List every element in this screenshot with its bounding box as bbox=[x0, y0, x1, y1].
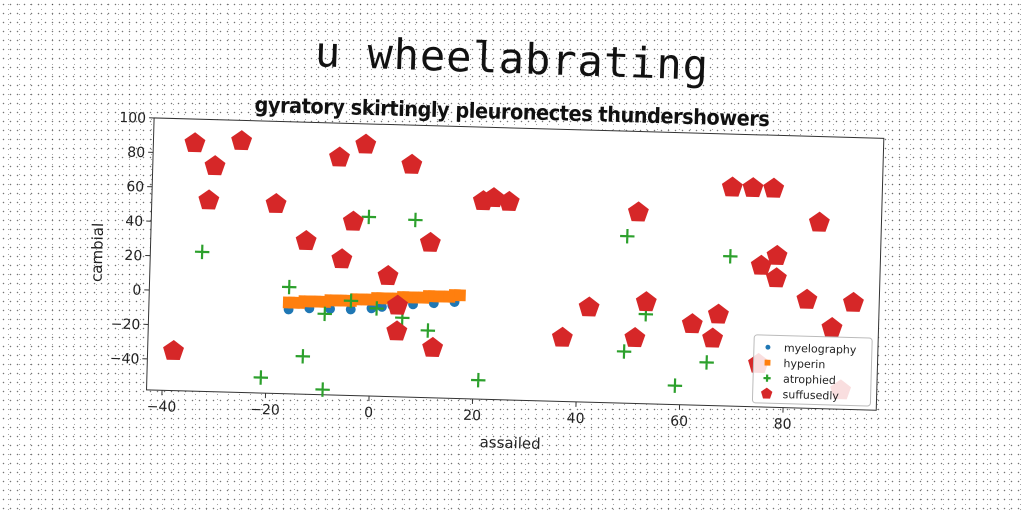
legend-marker-suffusedly bbox=[761, 387, 773, 399]
point-suffusedly bbox=[808, 211, 830, 232]
point-atrophied bbox=[420, 323, 436, 338]
x-tick-label: 0 bbox=[364, 405, 373, 421]
point-suffusedly bbox=[401, 153, 423, 174]
y-tick-label: 0 bbox=[132, 283, 141, 299]
x-tick-label: −40 bbox=[147, 399, 177, 416]
point-suffusedly bbox=[707, 303, 729, 324]
point-suffusedly bbox=[329, 146, 350, 167]
point-suffusedly bbox=[198, 189, 220, 210]
point-suffusedly bbox=[578, 296, 600, 317]
legend-label: hyperin bbox=[783, 357, 825, 371]
y-tick-label: 100 bbox=[119, 110, 146, 127]
point-suffusedly bbox=[419, 231, 441, 252]
point-atrophied bbox=[620, 228, 635, 244]
plot-frame bbox=[145, 117, 885, 411]
x-tick-label: 20 bbox=[463, 408, 481, 424]
point-suffusedly bbox=[702, 327, 724, 348]
point-atrophied bbox=[369, 301, 384, 316]
legend-box bbox=[751, 334, 873, 407]
series-atrophied bbox=[194, 209, 738, 397]
point-atrophied bbox=[315, 382, 330, 397]
point-suffusedly bbox=[387, 294, 409, 315]
point-atrophied bbox=[317, 306, 332, 322]
ticks-layer: −40 −20 0 20 40 60 80 −40 −20 0 20 40 60 80 100 bbox=[110, 110, 792, 433]
point-atrophied bbox=[723, 249, 738, 264]
point-atrophied bbox=[295, 349, 311, 364]
point-suffusedly bbox=[498, 190, 520, 211]
y-tick-label: 20 bbox=[124, 248, 142, 264]
point-atrophied bbox=[361, 209, 377, 225]
point-suffusedly bbox=[355, 133, 377, 154]
legend-marker-hyperin bbox=[764, 359, 771, 366]
point-suffusedly bbox=[377, 265, 399, 286]
x-tick-label: 60 bbox=[670, 413, 688, 429]
point-suffusedly bbox=[422, 336, 444, 357]
y-tick-label: 60 bbox=[126, 179, 144, 195]
point-suffusedly bbox=[342, 210, 364, 231]
y-tick-label: −20 bbox=[111, 316, 141, 333]
point-atrophied bbox=[281, 279, 297, 295]
legend-marker-atrophied bbox=[763, 374, 771, 382]
point-suffusedly bbox=[184, 132, 206, 153]
x-axis-title: assailed bbox=[479, 433, 541, 453]
point-myelography bbox=[345, 304, 356, 315]
legend-marker-myelography bbox=[765, 344, 771, 350]
point-suffusedly bbox=[386, 320, 408, 341]
point-suffusedly bbox=[295, 230, 317, 251]
point-hyperin bbox=[453, 289, 466, 302]
y-axis-title: cambial bbox=[88, 223, 108, 283]
point-suffusedly bbox=[627, 201, 649, 222]
point-suffusedly bbox=[265, 192, 287, 214]
point-suffusedly bbox=[204, 155, 226, 176]
point-suffusedly bbox=[721, 176, 743, 197]
point-suffusedly bbox=[821, 317, 843, 338]
point-suffusedly bbox=[765, 267, 787, 288]
y-tick-label: 40 bbox=[125, 213, 143, 229]
point-atrophied bbox=[343, 293, 359, 309]
point-atrophied bbox=[194, 244, 210, 260]
point-suffusedly bbox=[483, 187, 505, 208]
y-tick-label: 80 bbox=[127, 145, 145, 161]
point-suffusedly bbox=[551, 326, 573, 347]
point-suffusedly bbox=[635, 291, 657, 312]
point-atrophied bbox=[616, 344, 632, 359]
marks-layer bbox=[163, 130, 864, 400]
point-atrophied bbox=[253, 370, 269, 385]
point-suffusedly bbox=[750, 254, 772, 275]
legend-label: myelography bbox=[784, 342, 857, 357]
point-suffusedly bbox=[742, 177, 764, 198]
plot-area-group: −40 −20 0 20 40 60 80 −40 −20 0 20 40 60 80 100 assail… bbox=[88, 110, 885, 453]
legend-label: atrophied bbox=[783, 373, 836, 387]
legend-label: suffusedly bbox=[782, 388, 839, 403]
point-suffusedly bbox=[231, 130, 253, 151]
x-tick-label: −20 bbox=[250, 402, 280, 419]
point-suffusedly bbox=[163, 339, 184, 361]
point-suffusedly bbox=[843, 291, 864, 312]
point-suffusedly bbox=[766, 244, 788, 265]
point-atrophied bbox=[471, 372, 486, 388]
point-suffusedly bbox=[763, 177, 785, 198]
point-suffusedly bbox=[681, 313, 703, 334]
x-tick-label: 40 bbox=[566, 411, 584, 427]
point-atrophied bbox=[699, 355, 714, 370]
point-suffusedly bbox=[796, 288, 818, 309]
y-tick-label: −40 bbox=[110, 351, 140, 368]
point-suffusedly bbox=[331, 248, 353, 269]
point-atrophied bbox=[667, 378, 683, 393]
x-tick-label: 80 bbox=[773, 416, 791, 432]
point-atrophied bbox=[408, 212, 423, 228]
point-suffusedly bbox=[624, 327, 646, 348]
